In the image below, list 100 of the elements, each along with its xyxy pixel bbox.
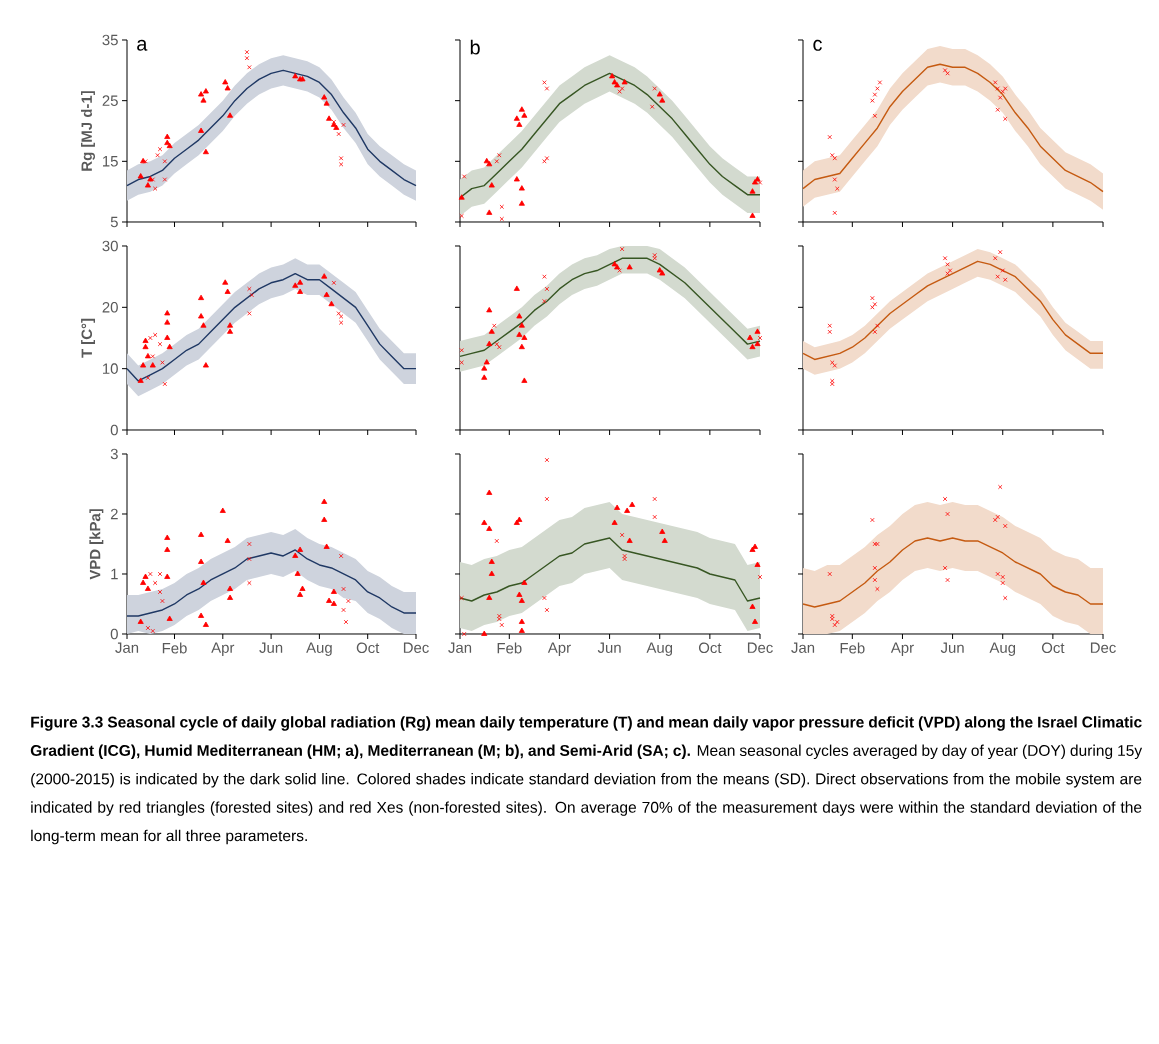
point [827,329,832,335]
point [544,86,550,91]
point [488,182,495,188]
point [947,268,953,273]
point [198,127,205,133]
point [497,153,502,158]
x-tick-label: Dec [747,642,773,653]
point [346,598,351,604]
point [198,91,205,97]
point [544,286,550,292]
point [488,570,495,576]
point [198,531,205,537]
point [144,585,151,591]
point [343,619,349,625]
point [832,156,838,161]
point [144,182,151,188]
point [830,378,835,384]
point [486,489,493,495]
y-tick-label: 0 [110,628,118,640]
point [995,514,1000,520]
point [622,556,627,562]
point [652,252,657,258]
point [142,573,149,579]
point [518,618,525,624]
point [516,331,523,337]
point [198,612,205,618]
point [486,340,493,347]
point [1000,89,1005,94]
point [145,375,151,381]
point [652,514,657,520]
point [164,319,171,325]
point [626,537,633,543]
point [198,294,205,301]
point [321,273,328,279]
point [338,156,344,161]
point [157,341,163,347]
point [497,613,502,619]
point [336,311,341,316]
y-axis-title: VPD [kPa] [89,509,104,580]
point [499,204,505,210]
point [227,112,234,118]
point [749,603,756,609]
point [486,525,493,531]
point [152,332,158,338]
point [659,270,666,276]
point [830,613,835,619]
point [518,106,525,112]
point [459,213,464,219]
point [200,579,207,585]
point [945,577,950,583]
point [299,585,306,591]
point [164,133,171,139]
point [323,100,330,106]
point [162,381,168,387]
point [754,176,761,182]
point [459,360,464,365]
point [619,532,625,538]
point [149,362,156,368]
point [997,249,1003,255]
point [832,210,838,216]
point [297,288,304,294]
point [461,174,467,179]
point [166,142,173,149]
point [513,115,520,121]
point [746,334,753,340]
point [227,328,234,334]
point [830,153,835,158]
point [652,256,657,261]
x-tick-label: Jan [115,642,139,653]
y-axis-title: Rg [MJ d-1] [81,91,96,171]
point [611,260,618,267]
point [227,322,234,328]
point [244,55,250,61]
point [544,457,550,463]
point [328,300,335,307]
x-tick-label: Jan [791,642,815,653]
point [164,334,171,340]
x-tick-label: Feb [162,642,187,654]
point [137,618,144,624]
point [872,577,878,583]
point [164,310,171,316]
point [1003,116,1008,122]
x-tick-label: Aug [306,642,332,656]
point [832,363,838,368]
point [481,365,488,371]
point [544,156,550,161]
x-tick-label: Dec [403,642,429,653]
point [1003,86,1008,91]
point [323,543,330,549]
point [152,186,158,191]
point [942,565,948,571]
point [247,286,252,292]
point [164,573,171,579]
y-tick-label: 1 [111,568,118,580]
point [461,631,467,637]
point [830,360,835,365]
y-tick-label: 5 [110,216,118,228]
point [752,618,758,624]
point [326,115,333,121]
point [997,95,1003,100]
